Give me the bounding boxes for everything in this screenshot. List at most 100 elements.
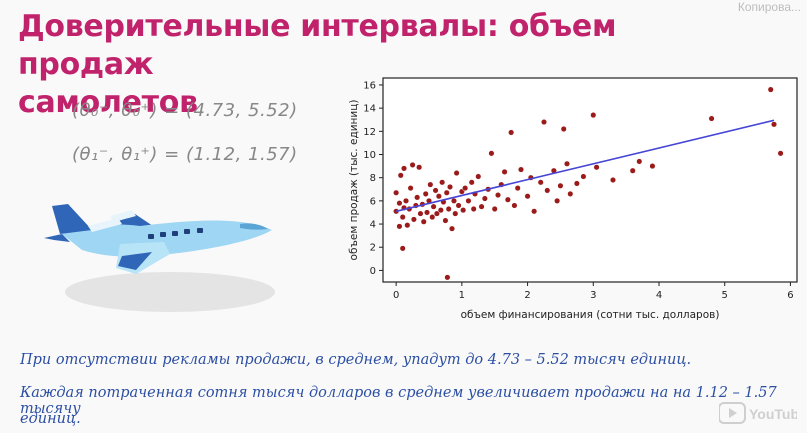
- data-point: [445, 205, 452, 213]
- plane-tail: [52, 204, 92, 234]
- data-point: [437, 207, 444, 214]
- x-tick-label: 5: [722, 290, 728, 301]
- data-point: [404, 222, 411, 229]
- data-point: [414, 194, 421, 201]
- data-point: [452, 210, 459, 217]
- data-point: [524, 193, 531, 200]
- airplane-icon: [44, 204, 275, 312]
- data-point: [460, 207, 467, 214]
- data-point: [478, 203, 485, 210]
- data-point: [444, 274, 451, 281]
- data-point: [491, 205, 498, 213]
- data-point: [462, 185, 469, 192]
- data-point: [435, 193, 442, 200]
- data-point: [400, 165, 408, 172]
- data-point: [455, 202, 462, 209]
- data-point: [423, 209, 431, 216]
- data-point: [511, 202, 518, 209]
- data-point: [590, 112, 597, 119]
- data-point: [393, 189, 400, 196]
- data-point: [777, 150, 784, 157]
- data-point: [488, 150, 495, 157]
- data-point: [420, 218, 427, 225]
- plane-shadow: [65, 272, 275, 312]
- data-point: [609, 176, 617, 184]
- data-point: [593, 164, 600, 171]
- confidence-interval-theta1: (θ₁⁻, θ₁⁺) = (1.12, 1.57): [72, 144, 298, 165]
- data-point: [433, 210, 440, 217]
- data-point: [481, 195, 488, 202]
- data-point: [430, 203, 437, 210]
- data-point: [470, 205, 477, 213]
- data-point: [446, 183, 454, 191]
- data-point: [453, 169, 460, 177]
- data-point: [407, 185, 414, 192]
- data-point: [708, 115, 715, 122]
- data-point: [442, 217, 449, 224]
- data-point: [422, 190, 429, 197]
- data-point: [563, 160, 571, 167]
- data-point: [767, 86, 774, 93]
- x-tick-label: 4: [656, 290, 662, 301]
- data-point: [554, 197, 561, 204]
- y-tick-label: 0: [370, 266, 376, 277]
- plot-area: [382, 77, 798, 283]
- data-point: [439, 179, 446, 186]
- x-tick-label: 0: [393, 290, 399, 301]
- youtube-watermark[interactable]: YouTube: [718, 399, 807, 427]
- data-point: [580, 173, 587, 180]
- data-point: [629, 167, 636, 174]
- data-point: [770, 121, 778, 128]
- regression-line: [395, 119, 775, 213]
- y-tick-label: 14: [363, 104, 376, 115]
- plane-cockpit: [240, 223, 268, 230]
- data-point: [416, 164, 423, 171]
- data-point: [443, 189, 450, 196]
- data-point: [465, 197, 472, 204]
- y-tick-label: 8: [370, 173, 376, 184]
- data-point: [504, 196, 511, 203]
- plane-body: [62, 220, 272, 257]
- data-point: [448, 225, 456, 232]
- y-tick-label: 4: [370, 220, 376, 231]
- data-point: [514, 185, 521, 192]
- plane-engine-2: [110, 210, 136, 222]
- data-point: [417, 210, 424, 217]
- data-point: [573, 180, 580, 187]
- note-line-1: При отсутствии рекламы продажи, в средне…: [20, 352, 692, 368]
- x-axis-label: объем финансирования (сотни тыс. долларо…: [461, 309, 720, 321]
- plane-windows: [148, 228, 203, 239]
- x-tick-label: 2: [524, 290, 530, 301]
- data-point: [537, 179, 544, 186]
- data-point: [399, 245, 406, 252]
- y-tick-label: 6: [370, 196, 376, 207]
- y-tick-label: 16: [363, 80, 376, 91]
- data-point: [396, 223, 403, 230]
- note-line-2: Каждая потраченная сотня тысяч долларов …: [20, 385, 777, 417]
- data-point: [399, 214, 406, 221]
- slide-title: Доверительные интервалы: объем продаж са…: [18, 8, 758, 122]
- note-line-3: единиц.: [20, 411, 81, 427]
- data-point: [501, 168, 508, 175]
- x-tick-label: 1: [459, 290, 465, 301]
- x-tick-label: 3: [590, 290, 596, 301]
- data-point: [402, 197, 410, 204]
- plane-wing-stripe: [118, 252, 152, 270]
- data-points: [393, 86, 784, 281]
- data-point: [450, 197, 458, 204]
- confidence-interval-theta0: (θ₀⁻, θ₀⁺) = (4.73, 5.52): [72, 100, 298, 121]
- data-point: [432, 187, 439, 194]
- data-point: [544, 187, 551, 194]
- data-point: [560, 125, 567, 133]
- data-point: [517, 166, 525, 173]
- data-point: [649, 163, 656, 170]
- youtube-logo-icon: YouTube: [718, 402, 807, 424]
- y-tick-label: 12: [363, 127, 376, 138]
- plane-tail-fin: [44, 234, 70, 242]
- data-point: [475, 173, 482, 180]
- data-point: [540, 118, 548, 126]
- data-point: [567, 190, 574, 197]
- slide-title-line-2: самолетов: [18, 85, 198, 120]
